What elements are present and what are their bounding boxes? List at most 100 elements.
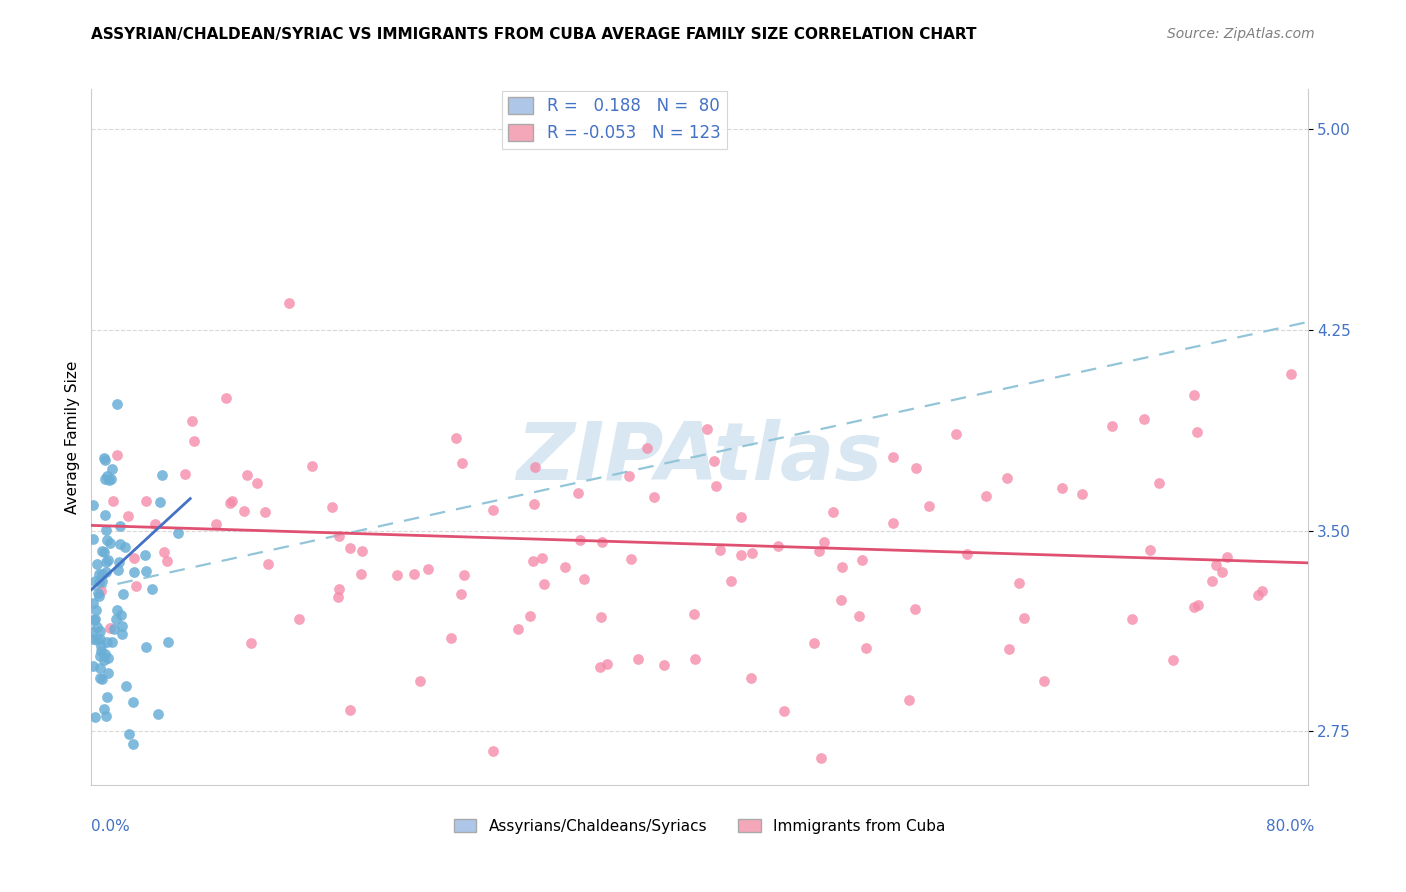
Point <box>89 671 111 685</box>
Point <box>823 505 845 519</box>
Point <box>90 566 112 581</box>
Point <box>111 618 134 632</box>
Point <box>595 657 617 672</box>
Point <box>156 635 179 649</box>
Point <box>156 553 179 567</box>
Point <box>94 647 117 661</box>
Point <box>772 705 794 719</box>
Point <box>105 448 128 462</box>
Point <box>810 751 832 765</box>
Point <box>86 586 108 600</box>
Point <box>97 651 120 665</box>
Point <box>998 642 1021 657</box>
Point <box>111 627 134 641</box>
Point <box>904 602 927 616</box>
Text: 80.0%: 80.0% <box>1267 820 1315 834</box>
Point <box>328 582 350 596</box>
Point <box>89 661 111 675</box>
Point <box>91 544 114 558</box>
Point <box>897 693 920 707</box>
Point <box>444 431 467 445</box>
Point <box>481 744 503 758</box>
Point <box>1185 425 1208 439</box>
Point <box>103 622 125 636</box>
Point <box>90 644 112 658</box>
Point <box>83 612 105 626</box>
Point <box>1161 653 1184 667</box>
Point <box>254 505 277 519</box>
Point <box>328 529 350 543</box>
Point <box>91 673 114 687</box>
Point <box>519 609 541 624</box>
Point <box>918 500 941 514</box>
Point <box>86 620 108 634</box>
Point <box>134 548 156 562</box>
Point <box>122 551 145 566</box>
Point <box>125 579 148 593</box>
Point <box>1121 612 1143 626</box>
Point <box>104 612 127 626</box>
Point <box>87 574 110 589</box>
Point <box>218 496 240 510</box>
Point <box>107 555 129 569</box>
Point <box>287 612 309 626</box>
Point <box>453 567 475 582</box>
Point <box>98 536 121 550</box>
Point <box>82 532 104 546</box>
Point <box>683 651 706 665</box>
Point <box>114 540 136 554</box>
Point <box>482 503 505 517</box>
Point <box>350 567 373 582</box>
Point <box>101 635 124 649</box>
Point <box>904 461 927 475</box>
Point <box>1211 565 1233 579</box>
Point <box>387 567 409 582</box>
Point <box>321 500 343 514</box>
Point <box>215 391 238 405</box>
Point <box>236 467 259 482</box>
Point <box>1205 558 1227 572</box>
Point <box>1251 583 1274 598</box>
Point <box>94 508 117 522</box>
Point <box>730 509 752 524</box>
Point <box>531 551 554 566</box>
Point <box>89 632 111 646</box>
Point <box>830 592 852 607</box>
Point <box>141 582 163 597</box>
Point <box>83 574 105 589</box>
Point <box>122 738 145 752</box>
Point <box>533 576 555 591</box>
Point <box>620 551 643 566</box>
Point <box>89 624 111 638</box>
Point <box>855 640 877 655</box>
Point <box>97 553 120 567</box>
Point <box>1184 599 1206 614</box>
Point <box>124 565 146 579</box>
Point <box>122 695 145 709</box>
Point <box>995 471 1018 485</box>
Point <box>813 535 835 549</box>
Point <box>82 596 104 610</box>
Point <box>1071 487 1094 501</box>
Point <box>181 414 204 428</box>
Point <box>89 567 111 582</box>
Point <box>1201 574 1223 588</box>
Point <box>1147 475 1170 490</box>
Point <box>882 516 904 531</box>
Point <box>173 467 195 481</box>
Point <box>143 516 166 531</box>
Point <box>82 632 104 647</box>
Point <box>301 458 323 473</box>
Point <box>617 468 640 483</box>
Point <box>945 426 967 441</box>
Point <box>1050 481 1073 495</box>
Point <box>135 494 157 508</box>
Point <box>1182 388 1205 402</box>
Point <box>554 559 576 574</box>
Point <box>86 558 108 572</box>
Point <box>117 727 139 741</box>
Point <box>1101 419 1123 434</box>
Point <box>221 493 243 508</box>
Point <box>1012 610 1035 624</box>
Point <box>696 422 718 436</box>
